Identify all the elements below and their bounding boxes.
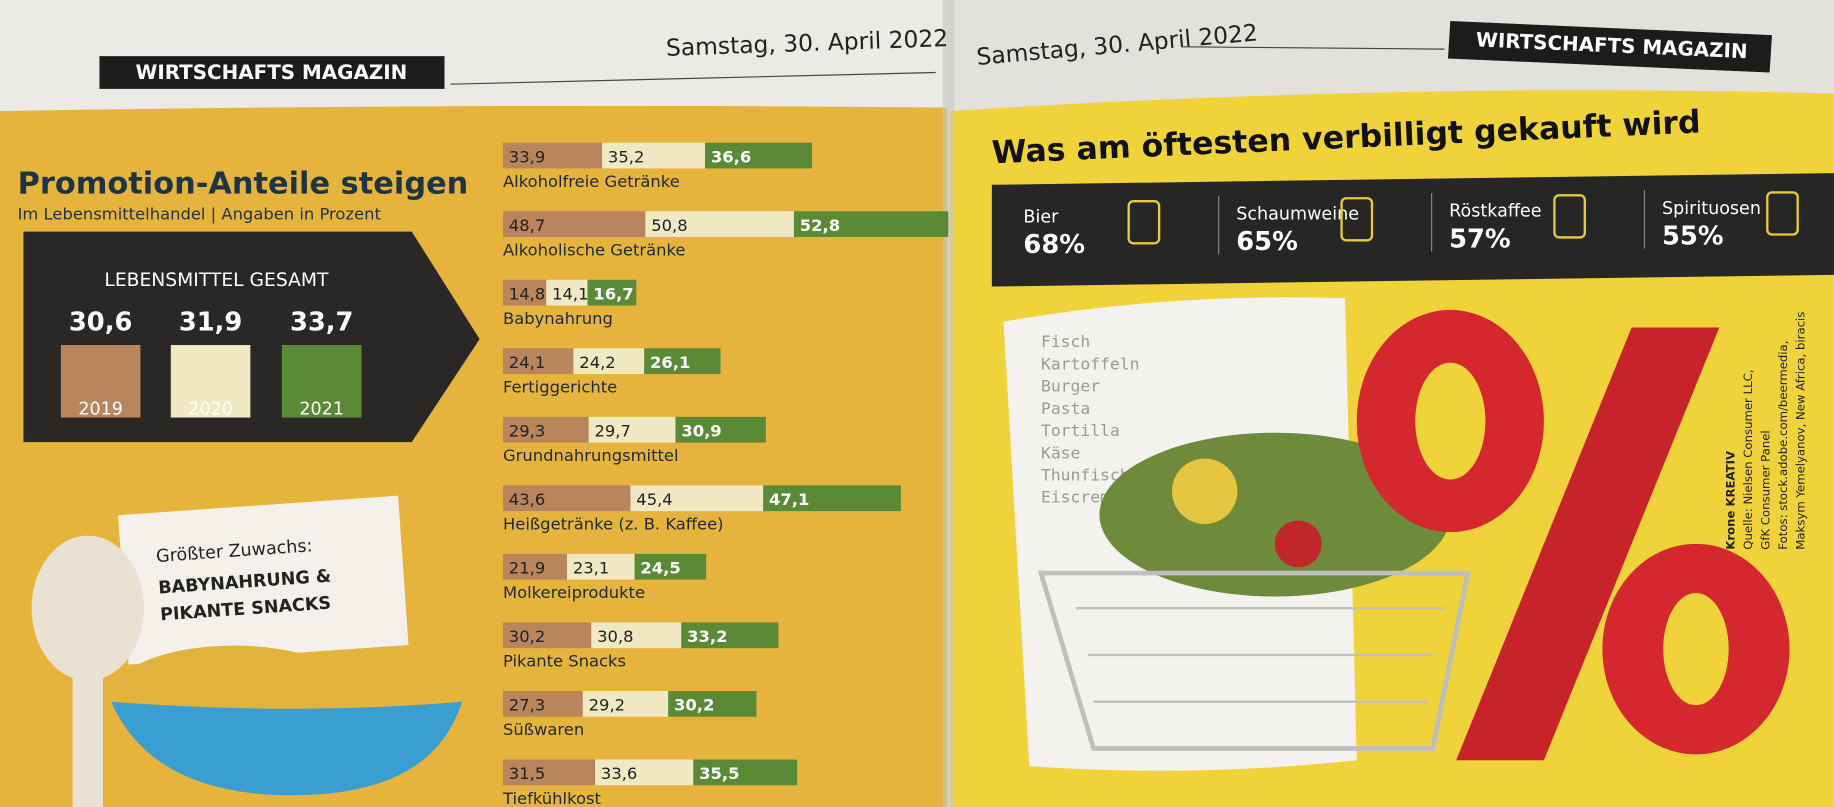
summary-group: 30,6 2019 31,9 2020 33,7 2021 bbox=[61, 307, 362, 419]
item-name: Röstkaffee bbox=[1449, 202, 1541, 222]
value-label: 24,1 bbox=[509, 353, 545, 372]
value-label: 29,3 bbox=[509, 422, 545, 441]
value-label: 30,2 bbox=[674, 696, 714, 715]
value-label: 35,2 bbox=[608, 147, 644, 166]
percent-hole bbox=[1415, 363, 1485, 480]
value-label: 36,6 bbox=[711, 147, 751, 166]
category-label: Heißgetränke (z. B. Kaffee) bbox=[503, 515, 724, 534]
value-label: 27,3 bbox=[509, 696, 545, 715]
value-label: 23,1 bbox=[573, 559, 609, 578]
section-label: WIRTSCHAFTS MAGAZIN bbox=[135, 61, 407, 84]
value-label: 29,2 bbox=[589, 696, 625, 715]
value-label: 26,1 bbox=[650, 353, 690, 372]
category-label: Tiefkühlkost bbox=[502, 789, 602, 807]
value-label: 30,2 bbox=[509, 627, 545, 646]
percent-hole bbox=[1663, 593, 1728, 705]
credit-line: Maksym Yemelyanov, New Africa, biracis bbox=[1794, 312, 1808, 550]
value-label: 31,5 bbox=[509, 764, 545, 783]
receipt-line: Käse bbox=[1041, 443, 1080, 462]
value-label: 16,7 bbox=[593, 284, 633, 303]
value-label: 24,5 bbox=[640, 559, 680, 578]
value-label: 14,8 bbox=[509, 284, 545, 303]
item-share: 57% bbox=[1449, 224, 1511, 254]
value-label: 48,7 bbox=[509, 216, 545, 235]
category-label: Babynahrung bbox=[503, 309, 613, 328]
legend-label: 2019 bbox=[78, 399, 123, 419]
newspaper-spread: WIRTSCHAFTS MAGAZIN Samstag, 30. April 2… bbox=[0, 0, 1834, 807]
summary-value: 30,6 bbox=[69, 307, 132, 337]
receipt-line: Tortilla bbox=[1041, 421, 1120, 440]
value-label: 21,9 bbox=[509, 559, 545, 578]
page: WIRTSCHAFTS MAGAZIN Samstag, 30. April 2… bbox=[0, 0, 1834, 807]
value-label: 47,1 bbox=[769, 490, 809, 509]
item-name: Bier bbox=[1023, 208, 1059, 228]
value-label: 30,8 bbox=[597, 627, 633, 646]
item-share: 65% bbox=[1236, 227, 1298, 257]
item-share: 55% bbox=[1662, 221, 1724, 251]
summary-title: LEBENSMITTEL GESAMT bbox=[104, 270, 329, 291]
value-label: 33,2 bbox=[687, 627, 727, 646]
credit-line: Fotos: stock.adobe.com/beermedia, bbox=[1776, 341, 1790, 550]
summary-value: 31,9 bbox=[179, 307, 242, 337]
category-label: Fertiggerichte bbox=[503, 378, 617, 397]
item-name: Spirituosen bbox=[1662, 199, 1761, 219]
chart-title: Promotion-Anteile steigen bbox=[18, 166, 469, 201]
legend-label: 2020 bbox=[188, 399, 233, 419]
receipt-line: Kartoffeln bbox=[1041, 354, 1140, 373]
value-label: 29,7 bbox=[594, 422, 630, 441]
value-label: 50,8 bbox=[651, 216, 687, 235]
receipt-line: Pasta bbox=[1041, 399, 1090, 418]
chart-subtitle: Im Lebensmittelhandel | Angaben in Proze… bbox=[18, 205, 382, 224]
category-label: Molkereiprodukte bbox=[503, 583, 645, 602]
legend-label: 2021 bbox=[299, 399, 344, 419]
value-label: 43,6 bbox=[509, 490, 545, 509]
value-label: 24,2 bbox=[579, 353, 615, 372]
category-label: Süßwaren bbox=[503, 720, 584, 739]
item-share: 68% bbox=[1023, 230, 1085, 260]
credit-line: Krone KREATIV bbox=[1724, 451, 1738, 550]
credit-line: GfK Consumer Panel bbox=[1759, 430, 1773, 549]
value-label: 35,5 bbox=[699, 764, 739, 783]
credit-line: Quelle: Nielsen Consumer LLC, bbox=[1741, 370, 1755, 550]
category-label: Alkoholfreie Getränke bbox=[503, 172, 680, 191]
value-label: 30,9 bbox=[681, 422, 721, 441]
receipt-line: Fisch bbox=[1041, 332, 1090, 351]
category-label: Pikante Snacks bbox=[503, 652, 626, 671]
value-label: 33,6 bbox=[601, 764, 637, 783]
summary-value: 33,7 bbox=[290, 307, 353, 337]
spoon bbox=[32, 536, 144, 681]
value-label: 33,9 bbox=[509, 147, 545, 166]
category-label: Grundnahrungsmittel bbox=[503, 446, 679, 465]
receipt-line: Burger bbox=[1041, 377, 1100, 396]
groceries bbox=[1172, 458, 1237, 523]
groceries bbox=[1275, 520, 1322, 567]
spoon-handle bbox=[73, 667, 103, 807]
value-label: 52,8 bbox=[800, 216, 840, 235]
value-label: 14,1 bbox=[552, 284, 588, 303]
gutter bbox=[943, 0, 955, 807]
value-label: 45,4 bbox=[636, 490, 672, 509]
category-label: Alkoholische Getränke bbox=[503, 240, 686, 259]
callout: Größter Zuwachs: BABYNAHRUNG & PIKANTE S… bbox=[118, 496, 408, 665]
